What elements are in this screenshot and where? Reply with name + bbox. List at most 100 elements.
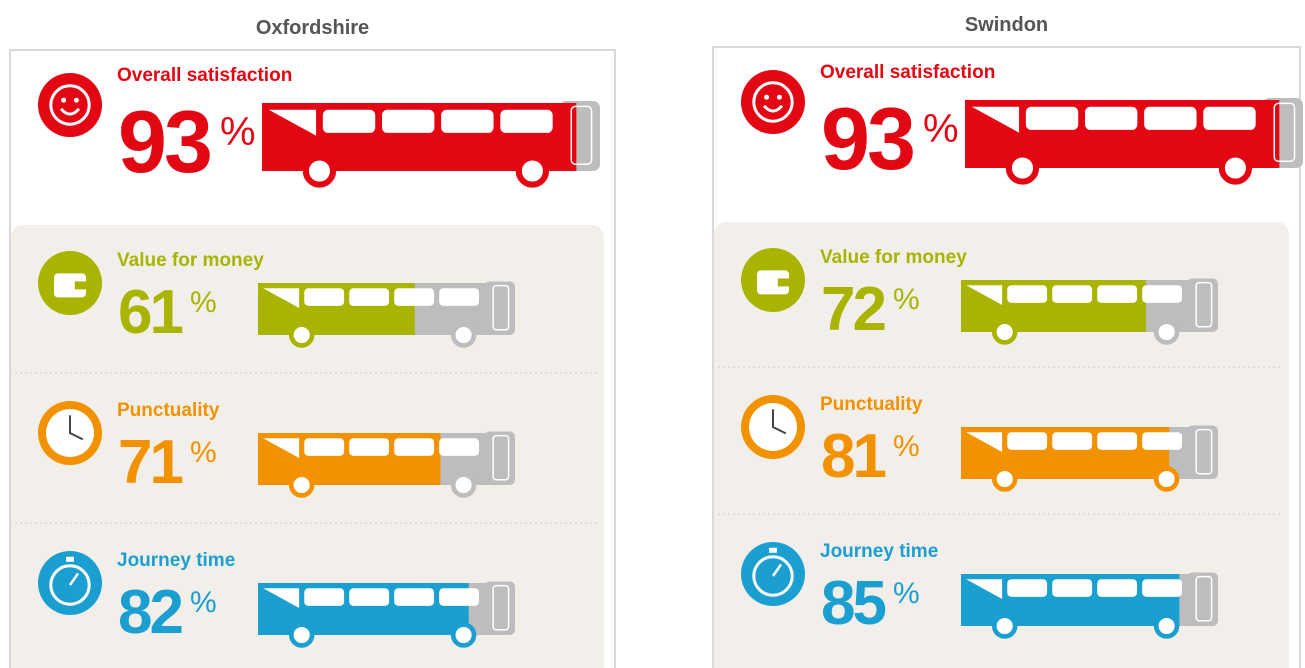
- panel: Swindon Overall satisfaction 93 % Value for …: [712, 14, 1303, 668]
- metric-label: Value for money: [820, 247, 967, 268]
- bus-door: [1195, 281, 1213, 328]
- metric-label: Overall satisfaction: [820, 62, 995, 83]
- bus-door: [570, 105, 593, 165]
- bus-window: [1025, 106, 1079, 130]
- metric-unit: %: [190, 286, 217, 319]
- bus-front-window: [966, 432, 1003, 452]
- metric-label: Value for money: [117, 250, 264, 271]
- bus-door: [1195, 428, 1213, 475]
- bus-wheel: [991, 613, 1018, 639]
- bus-front-window: [268, 109, 317, 136]
- metric-label: Journey time: [117, 550, 235, 571]
- bus-window: [394, 438, 435, 456]
- metric-label: Punctuality: [820, 394, 923, 415]
- metric-label: Punctuality: [117, 400, 220, 421]
- bus-window: [349, 438, 390, 456]
- bus-window: [439, 288, 480, 306]
- panel-title: Oxfordshire: [256, 17, 369, 39]
- metric-unit: %: [190, 586, 217, 619]
- metric-value: 93: [118, 92, 210, 191]
- icon-glyph: [752, 555, 794, 597]
- bus-wheel: [991, 466, 1018, 492]
- bus-wheel: [1153, 613, 1180, 639]
- icon-glyph: [764, 94, 770, 100]
- icon-glyph: [61, 97, 67, 103]
- bus-window: [439, 438, 480, 456]
- bus-window: [1142, 579, 1183, 597]
- bus-wheel: [288, 472, 315, 498]
- bus-door: [492, 284, 510, 331]
- metric-label: Journey time: [820, 541, 938, 562]
- bus-wheel: [1153, 466, 1180, 492]
- icon-glyph: [54, 273, 86, 298]
- bus-front-window: [966, 285, 1003, 305]
- icon-glyph: [49, 84, 91, 126]
- metric-unit: %: [220, 110, 256, 154]
- bus-window: [349, 588, 390, 606]
- metric-value: 93: [821, 89, 913, 188]
- bus-wheel: [450, 472, 477, 498]
- metric-unit: %: [190, 436, 217, 469]
- panel-title: Swindon: [965, 14, 1048, 36]
- bus-wheel: [1218, 151, 1253, 185]
- bus-front-window: [966, 579, 1003, 599]
- bus-wheel: [1153, 319, 1180, 345]
- metric-unit: %: [893, 577, 920, 610]
- icon-glyph: [69, 415, 84, 441]
- bus-door: [492, 584, 510, 631]
- icon-glyph: [73, 97, 79, 103]
- bus-window: [394, 288, 435, 306]
- bus-door: [1195, 575, 1213, 622]
- panel: Oxfordshire Overall satisfaction 93 % Value …: [9, 17, 616, 668]
- metric-value: 82: [118, 578, 181, 647]
- icon-glyph: [66, 556, 74, 562]
- bus-window: [394, 588, 435, 606]
- bus-window: [304, 288, 345, 306]
- icon-glyph: [762, 104, 784, 113]
- bus-wheel: [515, 154, 550, 188]
- bus-front-window: [971, 106, 1020, 133]
- bus-window: [441, 109, 494, 133]
- metric-value: 72: [821, 275, 884, 344]
- bus-window: [304, 438, 345, 456]
- bus-front-window: [263, 288, 300, 308]
- bus-wheel: [302, 154, 337, 188]
- bus-wheel: [288, 322, 315, 348]
- metric-value: 85: [821, 569, 885, 638]
- metric-unit: %: [893, 430, 920, 463]
- icon: [741, 70, 805, 134]
- icon-glyph: [771, 563, 783, 577]
- metric-label: Overall satisfaction: [117, 65, 292, 86]
- bus-window: [1052, 579, 1093, 597]
- bus-window: [1144, 106, 1197, 130]
- icon-glyph: [772, 409, 787, 435]
- icon-glyph: [752, 81, 794, 123]
- bus-wheel: [450, 322, 477, 348]
- bus-front-window: [263, 438, 300, 458]
- bus-window: [1142, 432, 1183, 450]
- bus-window: [1007, 579, 1048, 597]
- bus-window: [304, 588, 345, 606]
- bus-window: [381, 109, 435, 133]
- bus-window: [1007, 285, 1048, 303]
- bus-window: [1142, 285, 1183, 303]
- metric-unit: %: [893, 283, 920, 316]
- bus-door: [1273, 102, 1296, 162]
- icon-glyph: [776, 94, 782, 100]
- icon-glyph: [757, 270, 789, 295]
- bus-window: [1007, 432, 1048, 450]
- metric-unit: %: [923, 107, 959, 151]
- icon-glyph: [59, 107, 81, 116]
- bus-front-window: [263, 588, 300, 608]
- bus-window: [322, 109, 376, 133]
- bus-window: [1084, 106, 1138, 130]
- bus-window: [1052, 432, 1093, 450]
- bus-window: [439, 588, 480, 606]
- icon-glyph: [74, 281, 86, 290]
- bus-window: [1052, 285, 1093, 303]
- metric-value: 81: [821, 422, 885, 491]
- bus-wheel: [450, 622, 477, 648]
- bus-window: [1097, 579, 1138, 597]
